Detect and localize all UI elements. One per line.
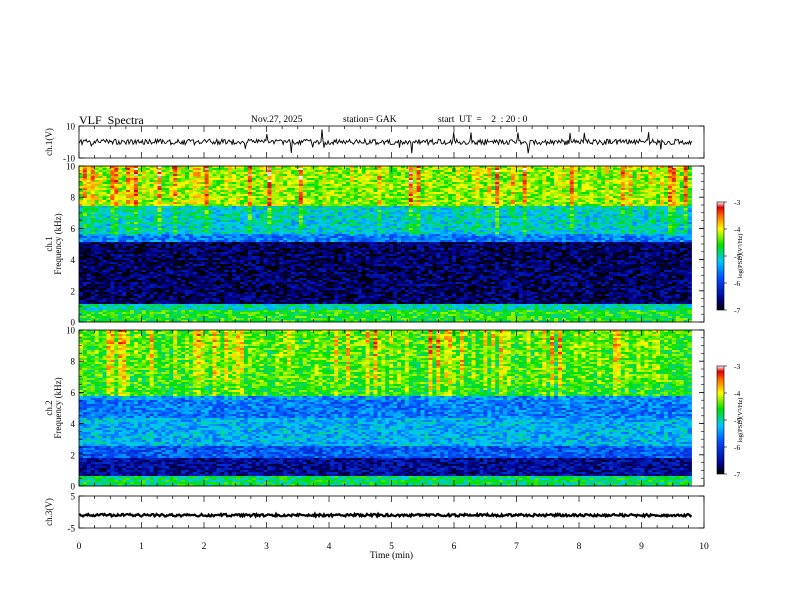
colorbar-ch1-tick-label: -6	[734, 279, 740, 288]
waveform-ch3	[79, 511, 693, 519]
panel-2-ylabel-frequency: Frequency (kHz)	[53, 377, 63, 438]
x-tick-label: 7	[514, 542, 519, 552]
x-tick-label: 10	[699, 542, 709, 552]
x-axis-label: Time (min)	[370, 550, 413, 561]
panel-0-ylabel: ch.1(V)	[44, 128, 54, 156]
panel-3-ytick-label: 5	[71, 492, 76, 502]
panel-3-ylabel: ch.3(V)	[44, 498, 54, 526]
x-tick-label: 2	[202, 542, 207, 552]
colorbar-ch1-scale	[716, 201, 725, 311]
panel-1-axes: 0 2 4 6 8 10 ch.1 Frequency (kHz)	[44, 162, 705, 328]
spectrogram-ch2	[79, 330, 692, 487]
start-time-label: start UT = 2 : 20 : 0	[438, 115, 527, 125]
panel-2-ytick-label: 8	[71, 357, 76, 367]
panel-2-ytick-label: 0	[71, 482, 76, 492]
x-tick-label: 6	[452, 542, 457, 552]
colorbar-ch2-tick-label: -5	[734, 416, 740, 425]
colorbar-ch2-tick-label: -6	[734, 443, 740, 452]
panel-1-ytick-label: 2	[71, 286, 76, 296]
chart-title: VLF Spectra	[79, 113, 144, 128]
panel-2-axes: 0 2 4 6 8 10 ch.2 Frequency (kHz)	[44, 326, 705, 492]
colorbar-ch1-tick-label: -5	[734, 252, 740, 261]
panel-1-ylabel-channel: ch.1	[44, 236, 54, 251]
x-tick-label: 5	[389, 542, 394, 552]
panel-2-ylabel-channel: ch.2	[44, 400, 54, 415]
panel-2-ytick-label: 2	[71, 450, 76, 460]
panel-0-ytick-label: 10	[66, 122, 76, 132]
panel-3-ytick-label: -5	[68, 524, 76, 534]
panel-0-ytick-label: -10	[63, 154, 75, 164]
colorbar-ch2-tick-label: -7	[734, 470, 740, 479]
spectrogram-ch1	[79, 166, 692, 323]
waveform-ch1	[79, 129, 692, 154]
date-label: Nov.27, 2025	[251, 115, 302, 125]
panel-2-ytick-label: 4	[71, 419, 76, 429]
x-tick-label: 4	[327, 542, 332, 552]
colorbar-ch2-tick-label: -4	[734, 389, 740, 398]
panel-1-ytick-label: 0	[71, 318, 76, 328]
panel-0-axes: 10 -10 ch.1(V)	[44, 122, 705, 164]
colorbar-ch2-scale	[716, 365, 725, 475]
panel-1-ytick-label: 8	[71, 193, 76, 203]
colorbar-ch2-tick-label: -3	[734, 362, 740, 371]
station-label: station= GAK	[343, 115, 397, 125]
x-axis: 0 1 2 3 4 5 6 7 8 9 10 Time (min)	[77, 542, 709, 561]
colorbar-ch1: -3 -4 -5 -6 -7 log(PSD)(V²/Hz)	[716, 198, 744, 315]
panel-2-ytick-label: 10	[66, 326, 76, 336]
panel-1-ylabel-frequency: Frequency (kHz)	[53, 213, 63, 274]
x-tick-label: 8	[577, 542, 582, 552]
x-tick-label: 1	[139, 542, 144, 552]
panel-2-ytick-label: 6	[71, 388, 76, 398]
x-tick-label: 0	[77, 542, 82, 552]
x-tick-label: 9	[639, 542, 644, 552]
colorbar-ch1-tick-label: -3	[734, 198, 740, 207]
colorbar-ch1-tick-label: -7	[734, 306, 740, 315]
colorbar-ch2-label: log(PSD)(V²/Hz)	[737, 398, 744, 443]
panel-3-axes: 5 -5 ch.3(V)	[44, 492, 705, 534]
x-tick-label: 3	[264, 542, 269, 552]
panel-1-ytick-label: 4	[71, 255, 76, 265]
colorbar-ch1-tick-label: -4	[734, 225, 740, 234]
panel-1-ytick-label: 10	[66, 162, 76, 172]
colorbar-ch1-label: log(PSD)(V²/Hz)	[737, 234, 744, 279]
colorbar-ch2: -3 -4 -5 -6 -7 log(PSD)(V²/Hz)	[716, 362, 744, 479]
panel-1-ytick-label: 6	[71, 224, 76, 234]
